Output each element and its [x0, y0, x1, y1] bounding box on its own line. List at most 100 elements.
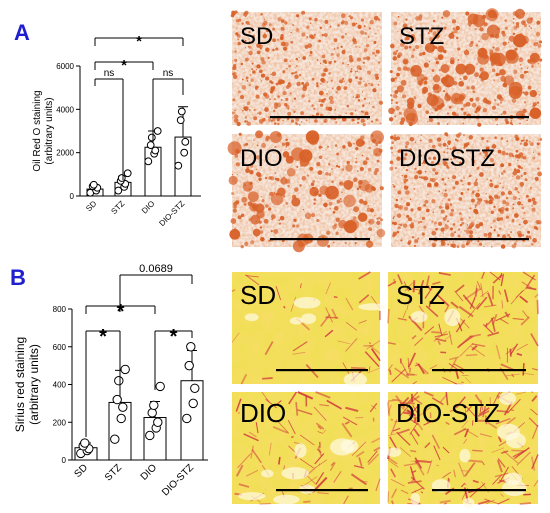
lipid-droplet [403, 206, 409, 211]
lipid-droplet [318, 155, 323, 160]
lipid-droplet [397, 191, 401, 195]
collagen-fiber [495, 313, 511, 322]
lipid-droplet [414, 175, 419, 180]
lipid-droplet [537, 43, 542, 48]
lipid-droplet [431, 199, 436, 204]
lipid-droplet [500, 172, 504, 175]
lipid-droplet [241, 160, 245, 163]
lipid-droplet [489, 182, 494, 188]
lipid-droplet [512, 32, 516, 36]
collagen-fiber [424, 442, 431, 449]
collagen-fiber [317, 431, 323, 434]
data-point [147, 133, 156, 142]
collagen-fiber [330, 461, 335, 467]
lipid-droplet [324, 19, 329, 24]
lipid-droplet [461, 221, 465, 225]
lipid-droplet [468, 230, 473, 235]
lipid-droplet [489, 179, 493, 182]
collagen-fiber [464, 377, 472, 384]
lipid-droplet [410, 117, 416, 122]
lipid-droplet [366, 56, 371, 61]
lipid-droplet [359, 46, 361, 48]
lipid-droplet [495, 47, 500, 52]
lipid-droplet [342, 77, 345, 80]
collagen-fiber [246, 469, 259, 477]
lipid-droplet [539, 58, 543, 62]
lipid-droplet [388, 107, 395, 115]
lipid-droplet [395, 101, 398, 104]
data-point [182, 413, 192, 424]
collagen-fiber [432, 281, 441, 286]
lipid-droplet [255, 168, 258, 171]
lipid-droplet [504, 118, 509, 122]
lipid-droplet [367, 205, 369, 207]
lipid-droplet [506, 140, 509, 143]
lipid-droplet [529, 89, 537, 98]
collagen-fiber [481, 461, 485, 466]
collagen-fiber [425, 305, 439, 318]
lipid-droplet [403, 174, 408, 179]
lipid-droplet [461, 244, 466, 249]
lipid-droplet [479, 152, 482, 155]
lipid-droplet [319, 82, 322, 85]
lipid-droplet [283, 195, 286, 198]
lipid-droplet [336, 85, 342, 91]
sirius-red-micrographs: SD STZ DIO DIO-STZ [231, 271, 539, 508]
lipid-droplet [518, 223, 521, 226]
significance-star: * [170, 326, 178, 348]
lipid-droplet [511, 98, 517, 103]
lipid-droplet [334, 144, 338, 147]
collagen-fiber [505, 373, 520, 377]
lipid-droplet [375, 49, 380, 54]
lipid-droplet [299, 184, 302, 187]
collagen-fiber [342, 362, 350, 375]
lipid-droplet [344, 33, 347, 36]
lipid-droplet [431, 144, 436, 149]
collagen-fiber [528, 417, 539, 428]
collagen-fiber [462, 294, 475, 309]
collagen-fiber [358, 320, 367, 324]
lipid-droplet [516, 240, 518, 242]
lipid-droplet [342, 145, 346, 149]
lipid-droplet [313, 107, 316, 111]
lipid-droplet [295, 28, 300, 32]
lipid-droplet [396, 72, 400, 77]
lipid-droplet [483, 232, 488, 237]
y-tick-label: 600 [53, 343, 67, 352]
lipid-droplet [296, 165, 299, 168]
lipid-droplet [258, 177, 262, 182]
lipid-droplet [428, 138, 433, 143]
lipid-droplet [421, 216, 426, 221]
collagen-fiber [295, 401, 299, 416]
lipid-droplet [341, 191, 343, 194]
collagen-fiber [371, 437, 381, 444]
lipid-droplet [230, 218, 237, 224]
lipid-droplet [394, 166, 398, 170]
lipid-droplet [475, 192, 480, 198]
lipid-droplet [245, 168, 250, 173]
lipid-droplet [264, 32, 266, 35]
lipid-droplet [301, 94, 305, 98]
lipid-droplet [517, 191, 520, 194]
lipid-droplet [359, 199, 364, 204]
lipid-droplet [234, 50, 237, 53]
micrograph-highlight [293, 297, 321, 309]
collagen-fiber [275, 400, 282, 406]
collagen-fiber [445, 421, 450, 426]
lipid-droplet [277, 17, 282, 22]
lipid-droplet [287, 81, 291, 85]
lipid-droplet [232, 98, 236, 102]
collagen-fiber [283, 465, 286, 470]
lipid-droplet [535, 219, 540, 224]
lipid-droplet [396, 230, 400, 234]
lipid-droplet [523, 219, 528, 225]
lipid-droplet [301, 81, 305, 85]
collagen-fiber [290, 296, 297, 312]
lipid-droplet [341, 19, 345, 23]
lipid-droplet [279, 36, 284, 41]
lipid-droplet [277, 122, 280, 126]
collagen-fiber [536, 299, 539, 315]
lipid-droplet [437, 45, 445, 53]
lipid-droplet [316, 59, 319, 62]
lipid-droplet [332, 224, 337, 230]
